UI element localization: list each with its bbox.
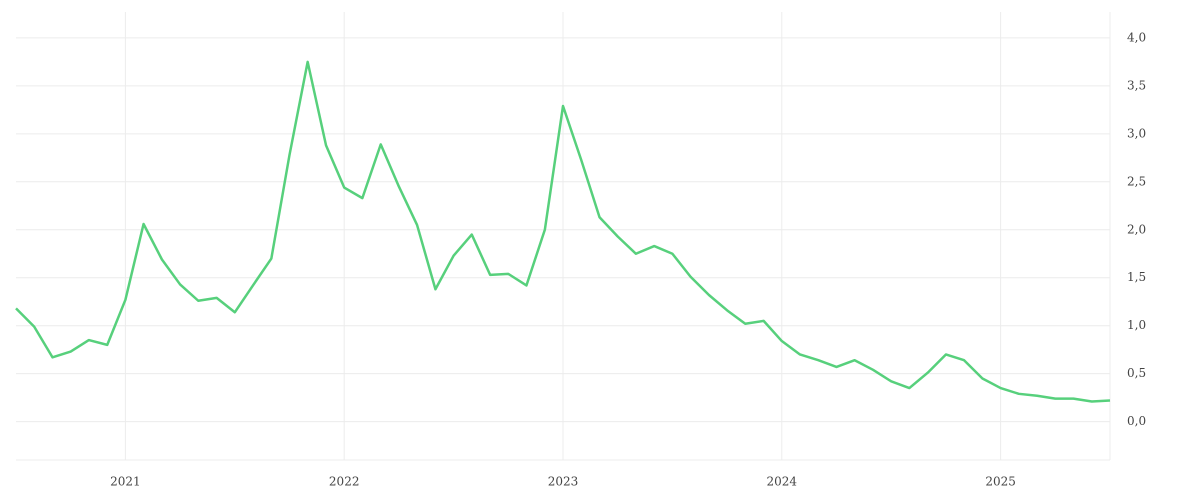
- y-tick-label: 1,5: [1127, 270, 1146, 284]
- x-tick-label: 2023: [548, 475, 579, 489]
- y-tick-label: 2,5: [1127, 174, 1146, 188]
- y-tick-label: 0,0: [1127, 414, 1146, 428]
- y-tick-label: 4,0: [1127, 30, 1146, 44]
- y-tick-label: 2,0: [1127, 222, 1146, 236]
- y-tick-label: 0,5: [1127, 366, 1146, 380]
- x-tick-label: 2022: [329, 475, 360, 489]
- data-line: [15, 60, 1111, 403]
- x-tick-label: 2021: [110, 475, 141, 489]
- y-tick-label: 1,0: [1127, 318, 1146, 332]
- y-tick-label: 3,0: [1127, 126, 1146, 140]
- y-tick-label: 3,5: [1127, 78, 1146, 92]
- x-tick-label: 2024: [767, 475, 798, 489]
- x-tick-label: 2025: [985, 475, 1016, 489]
